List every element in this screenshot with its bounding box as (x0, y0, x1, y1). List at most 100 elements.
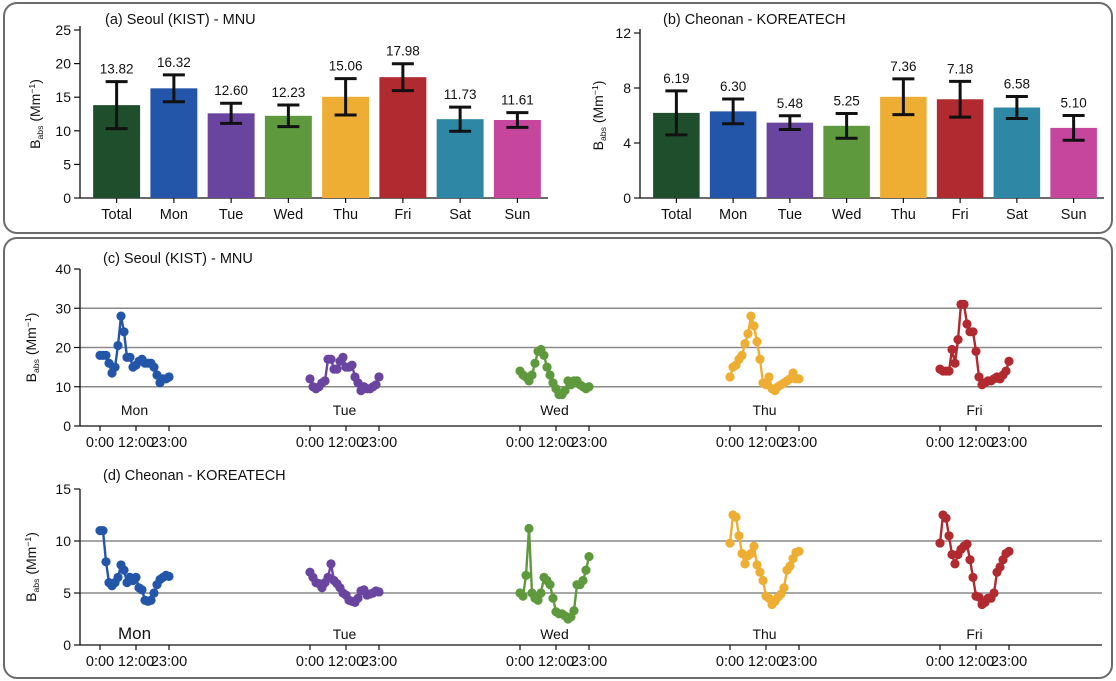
x-tick-label: 0:00 (296, 435, 324, 451)
y-axis-label: Babs (Mm−1) (590, 81, 608, 151)
value-label: 11.73 (444, 87, 477, 102)
day-label: Thu (752, 402, 776, 418)
data-point (149, 362, 159, 372)
data-point (542, 362, 552, 372)
day-label: Wed (540, 402, 569, 418)
data-point (338, 352, 348, 362)
x-tick-label: 23:00 (991, 654, 1027, 670)
data-point (110, 362, 120, 372)
bar-tue (207, 113, 255, 198)
chart-b-cheonan-bars: 0 4 8 12 6.19 Total 6.30 Mon 5.48 Tue 5.25 Wed 7.36 T… (590, 12, 1104, 223)
data-point (959, 299, 969, 309)
x-tick-label: Sun (504, 207, 530, 223)
y-tick-label: 0 (63, 418, 71, 434)
data-point (113, 572, 123, 583)
data-point (164, 571, 174, 581)
data-point (533, 595, 543, 605)
data-point (749, 321, 759, 331)
value-label: 7.36 (890, 59, 916, 74)
data-point (944, 366, 954, 376)
day-label: Fri (966, 402, 982, 418)
x-tick-label: 23:00 (361, 654, 397, 670)
y-tick-label: 15 (55, 89, 71, 105)
x-tick-label: Sat (1006, 207, 1028, 223)
data-point (740, 338, 750, 349)
data-point (974, 592, 984, 602)
value-label: 13.82 (100, 62, 134, 77)
value-label: 15.06 (329, 59, 363, 74)
x-tick-label: 0:00 (506, 654, 534, 670)
x-tick-label: 12:00 (118, 654, 154, 670)
data-point (332, 364, 342, 374)
chart-title: (d) Cheonan - KOREATECH (103, 468, 286, 484)
data-point (779, 583, 789, 593)
y-tick-label: 0 (623, 190, 631, 206)
x-tick-label: Sun (1061, 207, 1087, 223)
x-tick-label: 0:00 (506, 435, 534, 451)
x-tick-label: Total (101, 207, 132, 223)
x-tick-label: 23:00 (781, 435, 817, 451)
value-label: 6.58 (1004, 77, 1030, 92)
data-point (965, 555, 975, 565)
data-point (374, 587, 384, 597)
x-tick-label: 12:00 (748, 435, 784, 451)
x-tick-label: 0:00 (926, 654, 954, 670)
x-tick-label: Tue (778, 207, 802, 223)
data-point (947, 344, 957, 355)
data-point (743, 329, 753, 339)
day-label: Mon (118, 624, 151, 643)
data-point (941, 513, 951, 523)
chart-title: (c) Seoul (KIST) - MNU (103, 251, 253, 267)
data-point (746, 548, 756, 559)
data-point (527, 370, 537, 380)
data-point (146, 595, 156, 605)
y-tick-label: 10 (55, 533, 71, 549)
data-point (1004, 546, 1014, 557)
data-point (755, 567, 765, 577)
bottom-panel-frame (3, 237, 1113, 679)
x-tick-label: 23:00 (361, 435, 397, 451)
data-point (944, 531, 954, 541)
day-label: Wed (540, 626, 569, 642)
x-tick-label: Fri (394, 207, 411, 223)
data-point (536, 588, 546, 598)
data-point (149, 588, 159, 598)
y-tick-label: 10 (55, 123, 71, 139)
y-tick-label: 0 (63, 190, 71, 206)
data-point (119, 327, 129, 337)
day-label: Mon (121, 402, 148, 418)
bar-tue (766, 122, 814, 198)
data-point (935, 538, 945, 548)
data-point (971, 346, 981, 357)
data-point (320, 376, 330, 386)
data-point (545, 370, 555, 380)
data-point (371, 380, 381, 390)
value-label: 5.10 (1060, 96, 1086, 111)
bar-wed (264, 115, 312, 198)
data-point (98, 526, 108, 536)
x-tick-label: 12:00 (118, 435, 154, 451)
data-point (101, 557, 111, 567)
y-tick-label: 30 (55, 300, 71, 316)
x-tick-label: 23:00 (571, 435, 607, 451)
data-point (989, 588, 999, 598)
y-axis-label: Babs (Mm−1) (23, 313, 41, 383)
data-point (734, 531, 744, 541)
data-point (794, 374, 804, 384)
data-point (758, 575, 768, 586)
data-point (581, 565, 591, 575)
y-tick-label: 12 (615, 25, 631, 41)
y-tick-label: 40 (55, 261, 71, 277)
data-point (749, 541, 759, 551)
data-point (539, 350, 549, 360)
x-tick-label: Tue (219, 207, 243, 223)
y-tick-label: 4 (623, 135, 631, 151)
y-tick-label: 5 (63, 156, 71, 172)
data-point (755, 354, 765, 364)
y-tick-label: 5 (63, 585, 71, 601)
data-point (764, 372, 774, 382)
data-point (584, 382, 594, 392)
bar-sun (493, 119, 541, 198)
value-label: 6.30 (720, 79, 746, 94)
